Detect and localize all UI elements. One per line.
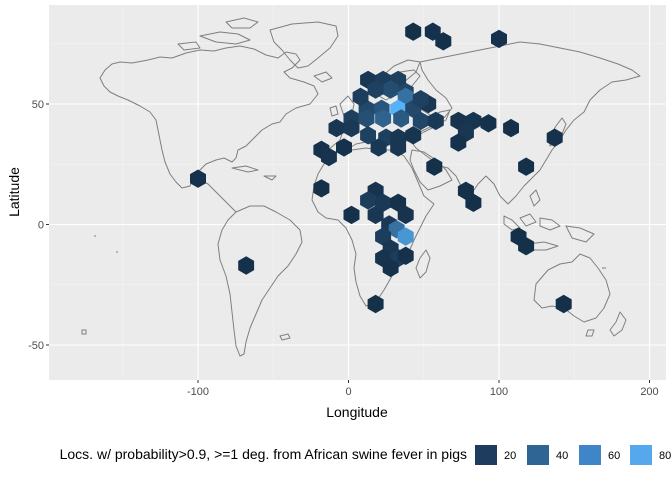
hex-bin [367,80,384,99]
x-tick-label: -100 [187,386,209,398]
legend: Locs. w/ probability>0.9, >=1 deg. from … [60,445,671,465]
hex-bin [465,193,482,212]
hex-bin [382,80,399,99]
madagascar-outline [415,249,431,279]
greenland-outline [269,21,339,69]
hex-bin [450,133,467,152]
hexbin-layer [190,22,572,314]
north-america-outline [99,45,319,189]
legend-key-label: 20 [504,450,516,462]
hex-bin [190,169,206,188]
hex-bin [397,87,414,106]
y-tick-label: 50 [32,99,44,111]
australia-outline [533,253,611,323]
hex-bin [546,128,563,147]
y-axis-title: Latitude [6,167,22,217]
legend-key-label: 60 [608,450,620,462]
y-axis-ticks: -50 0 50 [28,99,49,352]
hex-bin [238,256,255,275]
hex-bin [336,138,352,157]
hex-bin [343,205,360,225]
panel-background [49,5,666,380]
y-tick-label: -50 [28,340,44,352]
south-america-outline [217,205,303,357]
caribbean-outline [231,165,277,181]
hex-bin [367,294,384,314]
hex-bin [457,181,474,200]
hex-bin [382,258,399,278]
arabian-peninsula-outline [409,149,453,191]
hex-bin [555,294,572,314]
hex-bin [503,118,519,138]
hex-bin [426,157,443,176]
hex-bin [360,191,376,210]
hex-bin [518,157,535,176]
legend-keys: 20 40 60 80 [475,445,671,465]
x-axis-ticks: -100 0 100 200 [187,380,659,398]
hex-bin [358,109,375,128]
hex-bin [343,118,360,138]
hex-bin [518,237,535,256]
japan-outline [549,117,567,147]
hex-bin [405,126,422,145]
hex-bin [393,109,410,128]
x-tick-label: 200 [640,386,658,398]
legend-key-swatch [527,445,549,465]
hex-bin [375,227,392,246]
hex-bin [397,205,414,225]
minor-gridlines [49,5,666,380]
legend-key-swatch [475,445,497,465]
misc-islands-outline [81,235,606,341]
hex-bin [360,126,376,145]
hex-bin [375,109,392,128]
legend-key-swatch [630,445,652,465]
hex-bin [480,114,497,133]
x-axis-title: Longitude [326,404,388,420]
hex-bin [370,138,387,157]
hex-bin [491,29,507,49]
hex-bin [427,111,444,131]
arctic-islands-outline [177,17,259,51]
hex-bin [412,111,429,131]
hex-bin [397,227,414,246]
legend-key-swatch [579,445,601,465]
hex-bin [412,90,429,109]
hex-bin [450,111,467,131]
legend-key-label: 40 [556,450,568,462]
hex-bin [352,87,369,106]
y-tick-label: 0 [38,220,44,232]
legend-title: Locs. w/ probability>0.9, >=1 deg. from … [60,446,467,462]
british-isles-outline [313,71,355,117]
hex-bin [397,246,414,265]
hex-bin [321,147,337,167]
hex-bin [405,22,422,41]
hex-bin [435,32,452,51]
hex-bin [375,193,392,212]
hex-bin [328,118,345,138]
x-tick-label: 100 [490,386,508,398]
hex-bin [465,111,482,131]
hex-bin [367,205,384,225]
hex-bin [313,179,330,198]
hex-bin [390,138,407,157]
legend-key-label: 80 [659,450,671,462]
new-zealand-outline [585,311,627,337]
hex-bin [390,193,407,212]
x-tick-label: 0 [345,386,351,398]
